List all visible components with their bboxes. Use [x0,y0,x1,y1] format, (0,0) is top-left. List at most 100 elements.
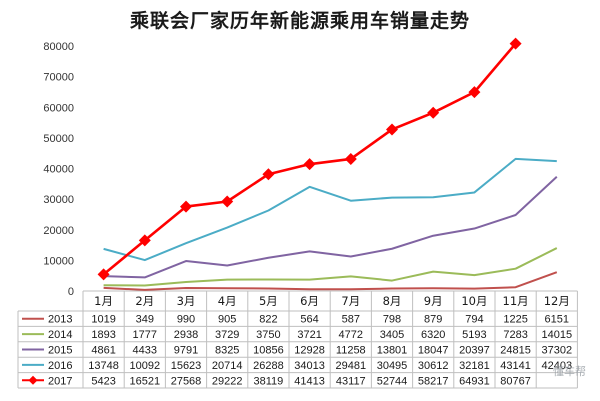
x-tick-label: 10月 [461,294,487,308]
data-point-2017 [180,200,192,213]
legend-label-2017: 2017 [48,375,72,387]
table-cell: 18047 [418,345,449,357]
chart-title: 乘联会厂家历年新能源乘用车销量走势 [129,10,470,32]
table-cell: 10092 [130,360,161,372]
table-cell: 2938 [174,329,198,341]
table-cell: 10856 [253,345,284,357]
data-point-2017 [262,168,275,181]
table-cell: 32181 [459,360,490,372]
y-tick-label: 20000 [43,225,74,237]
y-tick-label: 0 [68,286,74,298]
table-cell: 587 [342,314,360,326]
table-cell: 27568 [171,375,202,387]
table-cell: 4861 [91,345,115,357]
data-point-2017 [344,152,357,165]
table-cell: 5193 [462,329,486,341]
table-cell: 43141 [500,360,531,372]
data-point-2017 [468,86,481,99]
table-cell: 1893 [91,329,115,341]
table-cell: 879 [424,314,442,326]
table-cell: 80767 [500,375,531,387]
x-tick-label: 6月 [300,294,319,308]
table-cell: 564 [300,314,318,326]
y-tick-label: 80000 [43,41,74,53]
y-tick-label: 70000 [43,72,74,84]
y-tick-label: 10000 [43,255,74,267]
table-cell: 29481 [336,360,367,372]
table-cell: 13801 [377,345,408,357]
table-cell: 30612 [418,360,449,372]
table-cell: 37302 [542,345,573,357]
table-cell: 3750 [256,329,280,341]
table-cell: 20397 [459,345,490,357]
data-point-2017 [138,234,151,247]
legend-label-2013: 2013 [48,314,72,326]
legend-label-2015: 2015 [48,345,72,357]
legend-label-2016: 2016 [48,360,72,372]
table-cell: 8325 [215,345,239,357]
y-tick-label: 40000 [43,164,74,176]
legend-marker-2017 [28,375,38,385]
x-tick-label: 1月 [94,294,113,308]
table-cell: 3721 [297,329,321,341]
data-point-2017 [221,195,234,208]
y-tick-label: 30000 [43,194,74,206]
data-point-2017 [303,158,316,171]
x-tick-label: 4月 [218,294,237,308]
table-cell: 58217 [418,375,449,387]
table-cell: 34013 [294,360,325,372]
table-cell: 12928 [294,345,325,357]
table-cell: 1225 [503,314,527,326]
data-point-2017 [386,123,398,136]
table-cell: 14015 [542,329,573,341]
table-cell: 6151 [545,314,569,326]
y-tick-label: 50000 [43,133,74,145]
x-tick-label: 8月 [383,294,402,308]
table-cell: 5423 [91,375,115,387]
y-axis: 0 10000 20000 30000 40000 50000 60000 70000 8000… [43,41,74,298]
table-cell: 798 [383,314,401,326]
x-tick-label: 3月 [177,294,196,308]
x-tick-label: 7月 [341,294,360,308]
table-cell: 42403 [542,360,573,372]
y-tick-label: 60000 [43,102,74,114]
table-cell: 15623 [171,360,202,372]
table-cell: 30495 [377,360,408,372]
x-tick-label: 9月 [424,294,443,308]
table-cell: 11258 [336,345,366,357]
series-line-2015 [103,176,558,279]
table-cell: 26288 [253,360,284,372]
table-cell: 7283 [503,329,527,341]
table-cell: 3405 [380,329,404,341]
table-cell: 20714 [212,360,243,372]
x-tick-label: 11月 [503,294,529,308]
series-line-2016 [103,157,557,262]
table-cell: 6320 [421,329,445,341]
data-point-2017 [97,268,110,281]
data-table: 1月 2月 3月 4月 5月 6月 7月 8月 9月 10月 11月 12月 2013 1019 349 99… [17,291,578,389]
table-cell: 24815 [500,345,531,357]
table-cell: 38119 [254,375,284,387]
table-cell: 4772 [339,329,363,341]
table-cell: 52744 [377,375,408,387]
legend-label-2014: 2014 [48,329,72,341]
table-cell: 3729 [215,329,239,341]
series-line-2014 [103,247,558,287]
table-cell: 905 [218,314,236,326]
table-cell: 822 [259,314,277,326]
series-line-2013 [103,271,558,291]
x-tick-label: 5月 [259,294,278,308]
table-cell: 64931 [459,375,490,387]
plot-area [83,37,578,292]
table-cell: 1019 [91,314,115,326]
table-cell: 349 [136,314,154,326]
x-tick-label: 12月 [544,294,570,308]
table-cell: 1777 [133,329,157,341]
table-cell: 29222 [212,375,243,387]
table-cell: 43117 [336,375,366,387]
table-cell: 794 [465,314,483,326]
watermark: 懂车帮 [553,365,586,378]
table-cell: 4433 [133,345,157,357]
x-tick-label: 2月 [135,294,154,308]
